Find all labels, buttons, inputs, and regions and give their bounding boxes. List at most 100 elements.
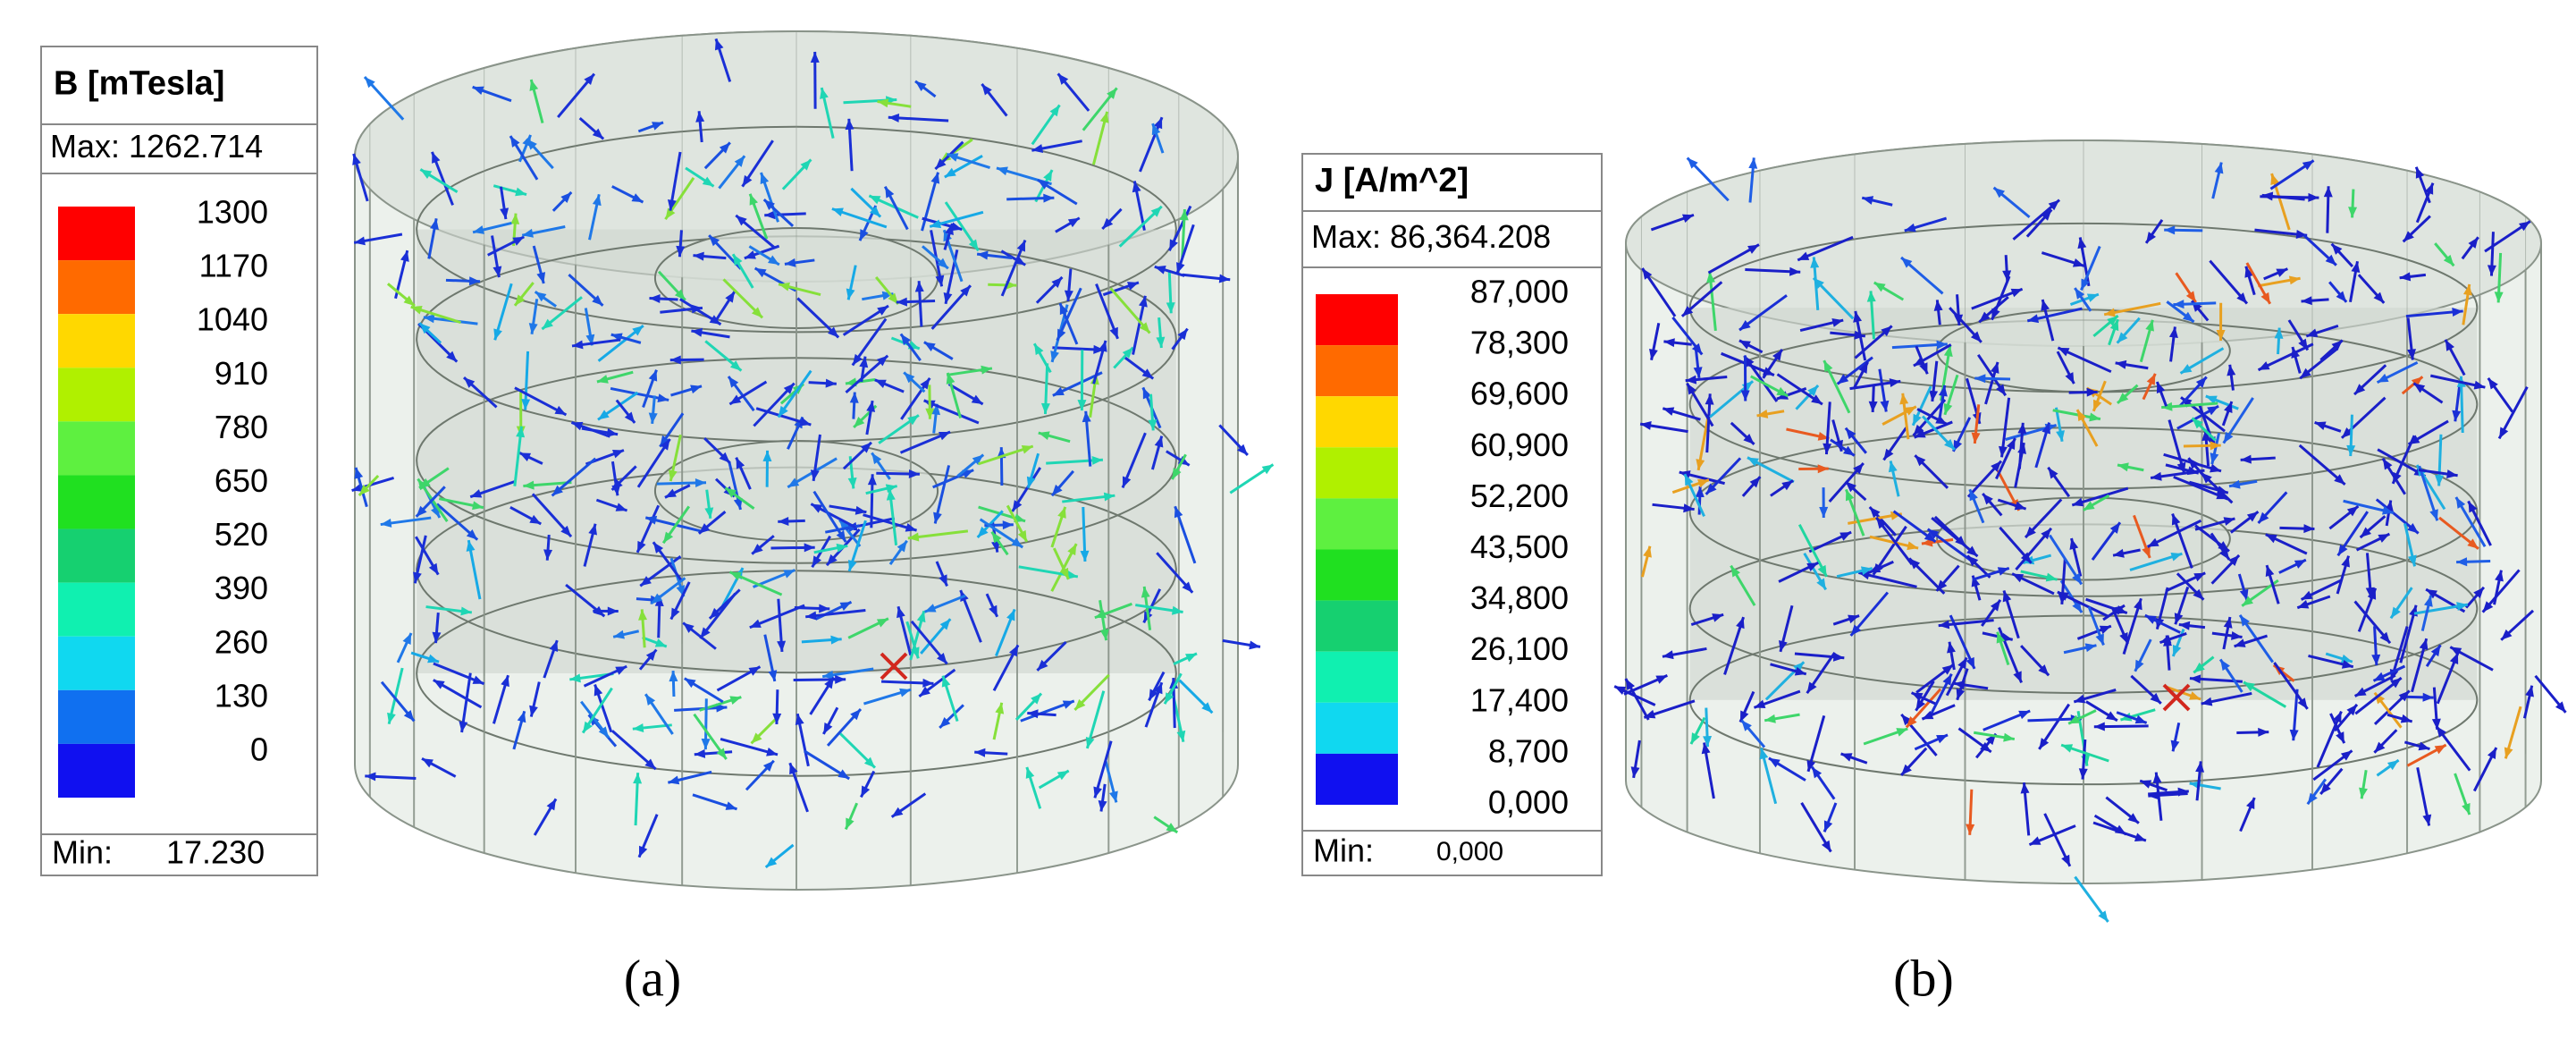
arrow-head bbox=[420, 169, 433, 179]
arrow-head bbox=[509, 136, 520, 148]
arrow-head bbox=[1781, 480, 1794, 491]
arrow-head bbox=[2289, 729, 2299, 741]
arrow-head bbox=[907, 532, 920, 542]
arrow-head bbox=[1185, 653, 1198, 663]
arrow-head bbox=[904, 372, 915, 384]
arrow-head bbox=[1881, 325, 1892, 337]
arrow-head bbox=[2429, 509, 2438, 521]
arrow-head bbox=[933, 511, 942, 524]
arrow-head bbox=[1064, 290, 1073, 301]
arrow-head bbox=[2061, 854, 2070, 866]
arrow-head bbox=[2144, 615, 2157, 624]
arrow-head bbox=[2018, 710, 2031, 720]
arrow-head bbox=[1067, 544, 1077, 556]
arrow-head bbox=[784, 258, 796, 267]
arrow-head bbox=[400, 250, 409, 262]
arrow-head bbox=[2106, 711, 2117, 721]
arrow-head bbox=[847, 477, 857, 489]
arrow-head bbox=[2146, 232, 2157, 243]
arrow-head bbox=[611, 449, 624, 459]
arrow-head bbox=[908, 469, 920, 479]
arrow-head bbox=[432, 631, 442, 644]
arrow-head bbox=[836, 530, 846, 543]
arrow-head bbox=[2426, 589, 2438, 599]
arrow-head bbox=[2449, 653, 2459, 665]
arrow-head bbox=[2081, 278, 2090, 291]
arrow-head bbox=[2072, 572, 2082, 585]
arrow-head bbox=[1993, 187, 2006, 199]
arrow-head bbox=[654, 638, 667, 647]
arrow-head bbox=[2473, 587, 2484, 599]
arrow-head bbox=[1873, 282, 1886, 292]
arrow-head bbox=[1614, 686, 1627, 696]
legend-tick-label: 78,300 bbox=[1470, 325, 1569, 361]
arrow-head bbox=[2354, 384, 2366, 395]
arrow-head bbox=[1747, 244, 1759, 254]
arrow-head bbox=[468, 276, 481, 286]
arrow-head bbox=[1845, 427, 1856, 440]
arrow-head bbox=[1261, 464, 1274, 475]
arrow-head bbox=[725, 487, 737, 498]
legend-tick-label: 26,100 bbox=[1470, 630, 1569, 667]
arrow-head bbox=[2041, 422, 2051, 435]
arrow-head bbox=[466, 540, 476, 552]
color-swatch bbox=[58, 421, 135, 476]
arrow-head bbox=[2331, 340, 2343, 351]
arrow-head bbox=[2434, 745, 2446, 755]
arrow-head bbox=[2020, 552, 2032, 563]
arrow-head bbox=[991, 531, 1002, 544]
legend-min-label: Min: bbox=[52, 834, 113, 871]
arrow-head bbox=[751, 732, 762, 744]
arrow-head bbox=[1823, 443, 1832, 455]
color-swatch bbox=[1316, 753, 1398, 805]
arrow-head bbox=[1806, 681, 1817, 694]
arrow-head bbox=[1150, 206, 1162, 217]
arrow-head bbox=[1740, 390, 1750, 401]
arrow-head bbox=[2331, 243, 2343, 255]
legend-min-value: 0,000 bbox=[1436, 837, 1503, 866]
arrow-head bbox=[402, 632, 412, 645]
arrow-head bbox=[2228, 554, 2240, 567]
arrow-head bbox=[606, 427, 619, 437]
arrow-head bbox=[799, 417, 812, 427]
arrow-head bbox=[2473, 380, 2486, 390]
arrow-head bbox=[854, 505, 867, 515]
arrow-head bbox=[1038, 431, 1050, 441]
arrow-head bbox=[1954, 314, 1964, 325]
arrow-head bbox=[2346, 704, 2357, 716]
arrow-head bbox=[2017, 422, 2027, 435]
arrow-head bbox=[472, 675, 484, 684]
arrow-head bbox=[1166, 302, 1175, 314]
arrow-head bbox=[1011, 537, 1023, 548]
arrow-head bbox=[1813, 277, 1824, 289]
arrow-head bbox=[924, 604, 937, 613]
arrow-head bbox=[1845, 481, 1856, 493]
arrow-head bbox=[752, 544, 763, 554]
arrow-head bbox=[512, 236, 525, 246]
arrow-head bbox=[2061, 744, 2074, 753]
arrow-head bbox=[358, 484, 370, 496]
arrow-head bbox=[2115, 359, 2127, 369]
arrow-head bbox=[2288, 275, 2301, 285]
arrow-head bbox=[1085, 737, 1095, 748]
arrow-head bbox=[1179, 209, 1189, 221]
arrow-head bbox=[2393, 471, 2402, 484]
legend-tick-label: 1040 bbox=[197, 301, 268, 338]
arrow-head bbox=[2300, 368, 2311, 379]
arrow-head bbox=[971, 394, 983, 404]
arrow-head bbox=[1705, 483, 1717, 494]
arrow-head bbox=[2307, 792, 2318, 805]
arrow-head bbox=[1995, 384, 2006, 396]
arrow-head bbox=[2210, 463, 2222, 473]
legend-tick-label: 60,900 bbox=[1470, 427, 1569, 463]
arrow-head bbox=[1741, 720, 1752, 731]
arrow-head bbox=[823, 723, 833, 734]
arrow-head bbox=[598, 726, 610, 738]
arrow-head bbox=[729, 696, 742, 705]
arrow-head bbox=[1862, 196, 1874, 205]
arrow-head bbox=[683, 622, 695, 633]
arrow-head bbox=[1955, 536, 1966, 547]
arrow-head bbox=[668, 775, 680, 785]
arrow-head bbox=[2178, 621, 2191, 630]
